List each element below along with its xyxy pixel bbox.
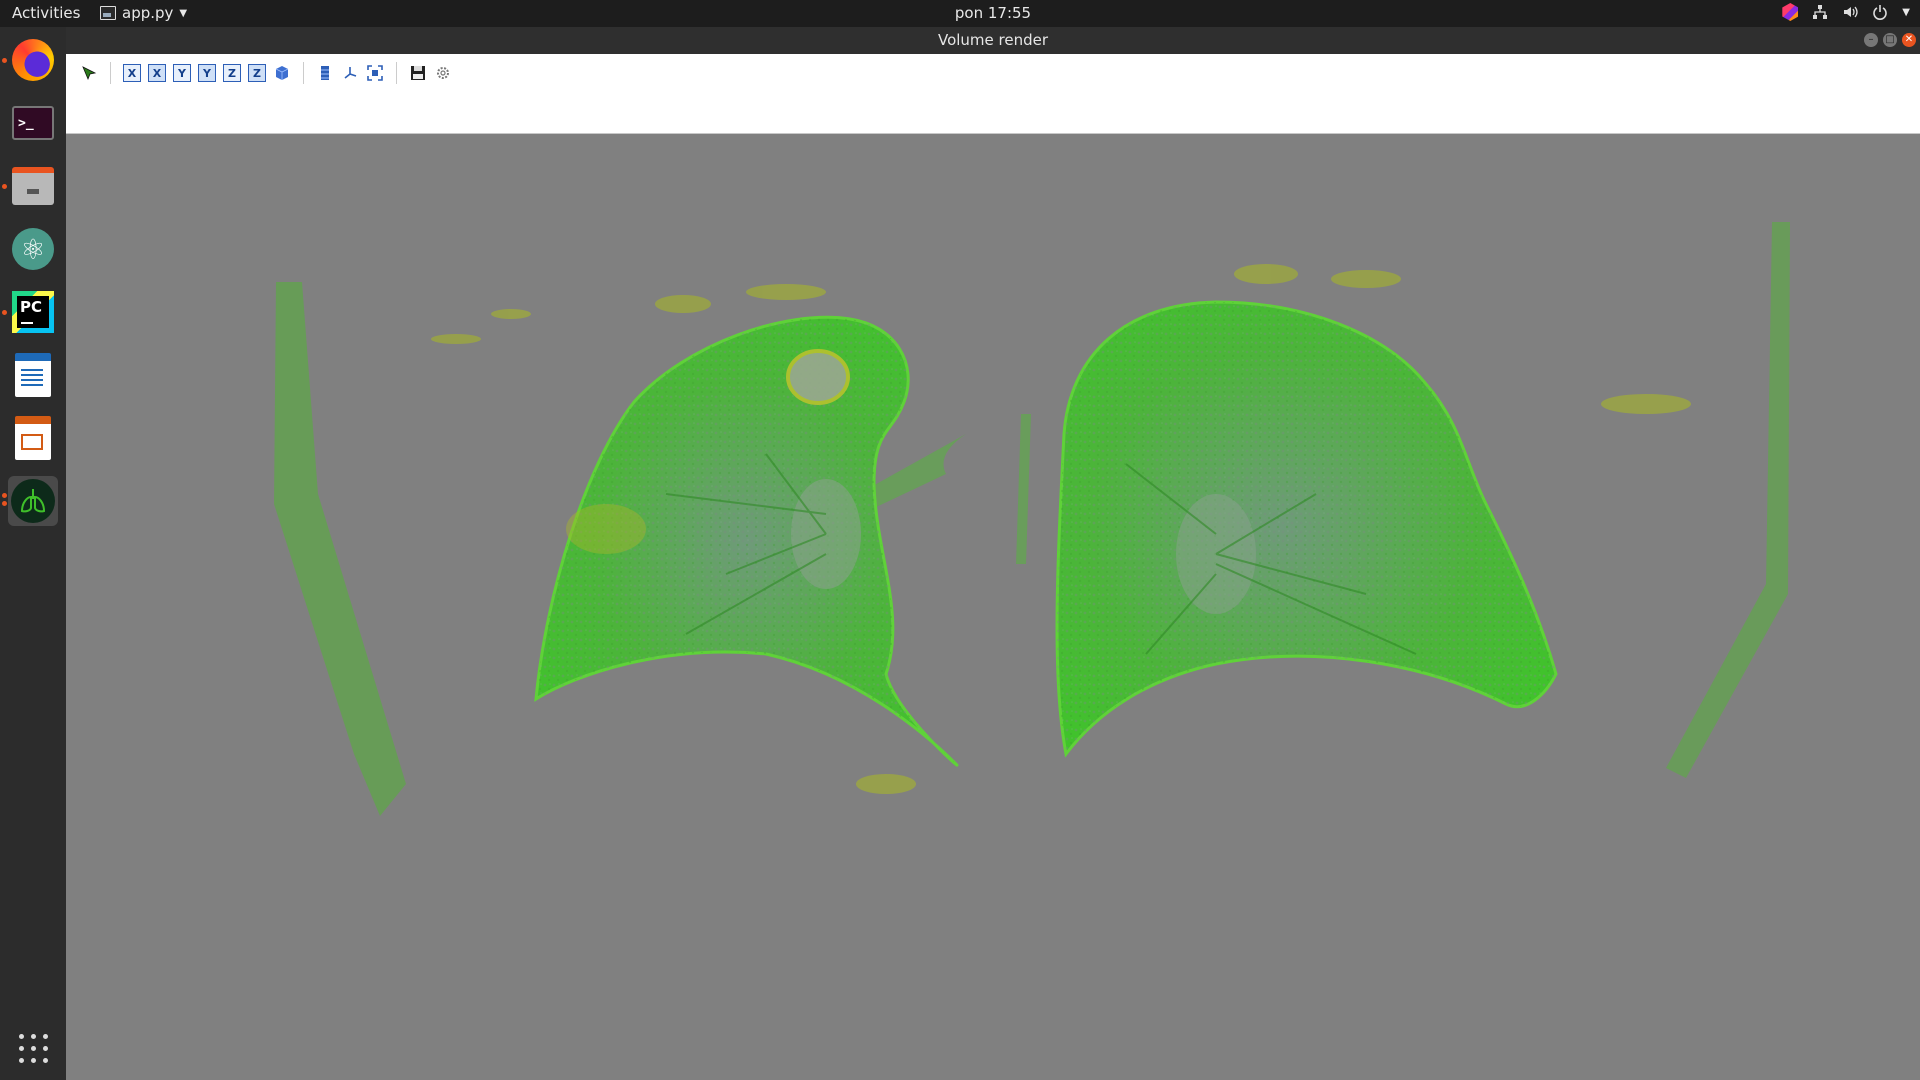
impress-icon: [15, 416, 51, 460]
axes-icon: [344, 67, 357, 79]
running-indicator: [2, 58, 7, 63]
chest-wall-left: [274, 282, 406, 816]
view-z-neg-button[interactable]: Z: [248, 64, 266, 82]
grid-icon: [18, 1033, 48, 1063]
system-tray[interactable]: ▼: [1782, 3, 1910, 21]
configure-button[interactable]: [434, 64, 452, 82]
files-icon: [12, 167, 54, 205]
running-indicator: [2, 310, 7, 315]
save-button[interactable]: [409, 64, 427, 82]
clock[interactable]: pon 17:55: [954, 4, 1032, 22]
dock-item-firefox[interactable]: [8, 35, 58, 85]
volume-icon[interactable]: [1842, 4, 1858, 20]
cursor-arrow-icon: [82, 66, 97, 81]
maximize-button[interactable]: □: [1883, 33, 1897, 47]
view-z-pos-button[interactable]: Z: [223, 64, 241, 82]
gear-icon: [437, 67, 449, 79]
dock: >_ ⚛ PC: [0, 27, 66, 1080]
cube-icon: [275, 66, 289, 80]
view-y-neg-button[interactable]: Y: [198, 64, 216, 82]
fullscreen-icon: [367, 65, 383, 81]
app-window-icon: [100, 6, 116, 20]
lesion[interactable]: [786, 349, 850, 405]
app-menu[interactable]: app.py ▼: [100, 4, 187, 22]
window-titlebar[interactable]: Volume render – □ ✕: [66, 27, 1920, 54]
lungs-icon: [11, 479, 55, 523]
window-title: Volume render: [937, 31, 1049, 49]
pycharm-logo-text: PC: [17, 296, 49, 328]
consolidation-area: [566, 504, 646, 554]
dock-item-volume-render[interactable]: [8, 476, 58, 526]
save-icon: [411, 66, 425, 80]
dock-item-terminal[interactable]: >_: [8, 98, 58, 148]
chevron-down-icon: ▼: [179, 7, 188, 19]
volume-render-scene[interactable]: [66, 134, 1920, 1080]
toolbar-separator: [396, 62, 397, 84]
firefox-icon: [12, 39, 54, 81]
pick-tool-button[interactable]: [80, 64, 98, 82]
toolbar: X X Y Y Z Z: [66, 54, 1920, 134]
view-x-pos-button[interactable]: X: [123, 64, 141, 82]
running-indicator: [2, 501, 7, 506]
power-icon[interactable]: [1872, 4, 1888, 20]
render-viewport[interactable]: [66, 134, 1920, 1080]
dock-item-pycharm[interactable]: PC: [8, 287, 58, 337]
bronchial-tree: [665, 453, 1417, 655]
dock-item-impress[interactable]: [8, 413, 58, 463]
minimize-button[interactable]: –: [1864, 33, 1878, 47]
volume-render-window: Volume render – □ ✕ X X Y Y Z Z: [66, 27, 1920, 1080]
dock-item-atom[interactable]: ⚛: [8, 224, 58, 274]
pycharm-icon: PC: [12, 291, 54, 333]
toolbar-separator: [110, 62, 111, 84]
scale-bar-button[interactable]: [316, 64, 334, 82]
full-screen-button[interactable]: [366, 64, 384, 82]
lung-left-texture: [536, 317, 957, 766]
atom-icon: ⚛: [12, 228, 54, 270]
writer-icon: [15, 353, 51, 397]
chest-wall-right: [1666, 222, 1790, 778]
show-applications-button[interactable]: [8, 1023, 58, 1073]
isometric-view-button[interactable]: [273, 64, 291, 82]
network-icon[interactable]: [1812, 4, 1828, 20]
app-indicator-icon[interactable]: [1782, 3, 1798, 21]
close-button[interactable]: ✕: [1902, 33, 1916, 47]
axes-button[interactable]: [341, 64, 359, 82]
colorbar-icon: [321, 66, 329, 80]
noise-voxels: [431, 264, 1691, 794]
dock-item-files[interactable]: [8, 161, 58, 211]
view-y-pos-button[interactable]: Y: [173, 64, 191, 82]
dock-item-writer[interactable]: [8, 350, 58, 400]
app-menu-label: app.py: [122, 4, 174, 22]
view-x-neg-button[interactable]: X: [148, 64, 166, 82]
running-indicator: [2, 184, 7, 189]
toolbar-separator: [303, 62, 304, 84]
terminal-icon: >_: [12, 106, 54, 140]
tray-chevron-down-icon[interactable]: ▼: [1902, 6, 1910, 18]
top-bar: Activities app.py ▼ pon 17:55 ▼: [0, 0, 1920, 27]
activities-button[interactable]: Activities: [12, 4, 81, 22]
running-indicator: [2, 493, 7, 498]
lung-right-texture: [1057, 302, 1556, 754]
